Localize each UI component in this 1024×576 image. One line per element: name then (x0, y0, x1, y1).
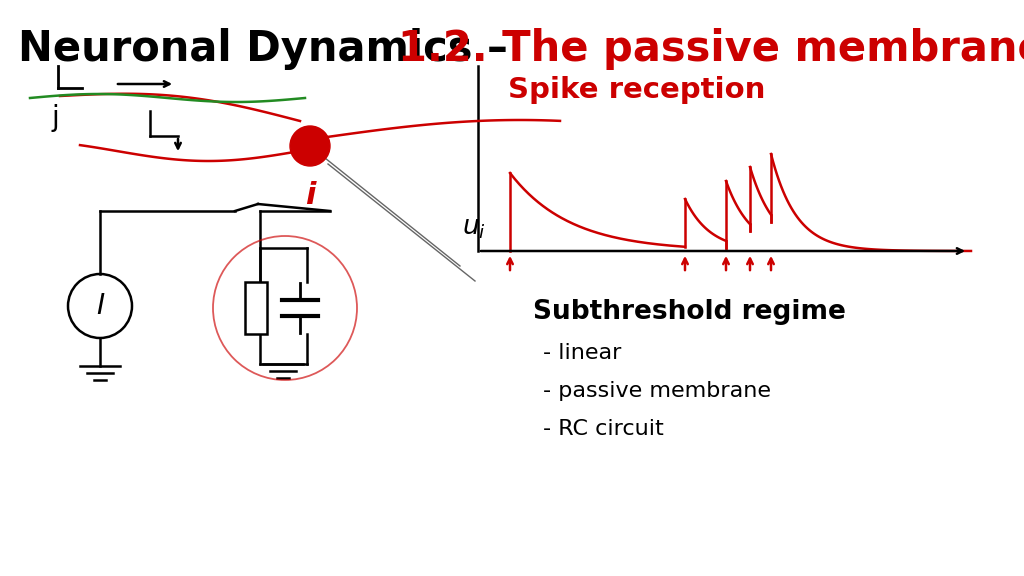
Text: - passive membrane: - passive membrane (543, 381, 771, 401)
Text: - linear: - linear (543, 343, 622, 363)
Text: i: i (305, 181, 315, 210)
Bar (245, 282, 267, 334)
Text: 1.2. The passive membrane: 1.2. The passive membrane (398, 28, 1024, 70)
Text: Spike reception: Spike reception (508, 76, 765, 104)
Text: j: j (51, 104, 58, 132)
Text: - RC circuit: - RC circuit (543, 419, 664, 439)
Text: I: I (96, 292, 104, 320)
Circle shape (290, 126, 330, 166)
Text: Subthreshold regime: Subthreshold regime (534, 299, 846, 325)
Text: $\mathit{u}_{i}$: $\mathit{u}_{i}$ (462, 215, 485, 241)
Text: Neuronal Dynamics –: Neuronal Dynamics – (18, 28, 522, 70)
